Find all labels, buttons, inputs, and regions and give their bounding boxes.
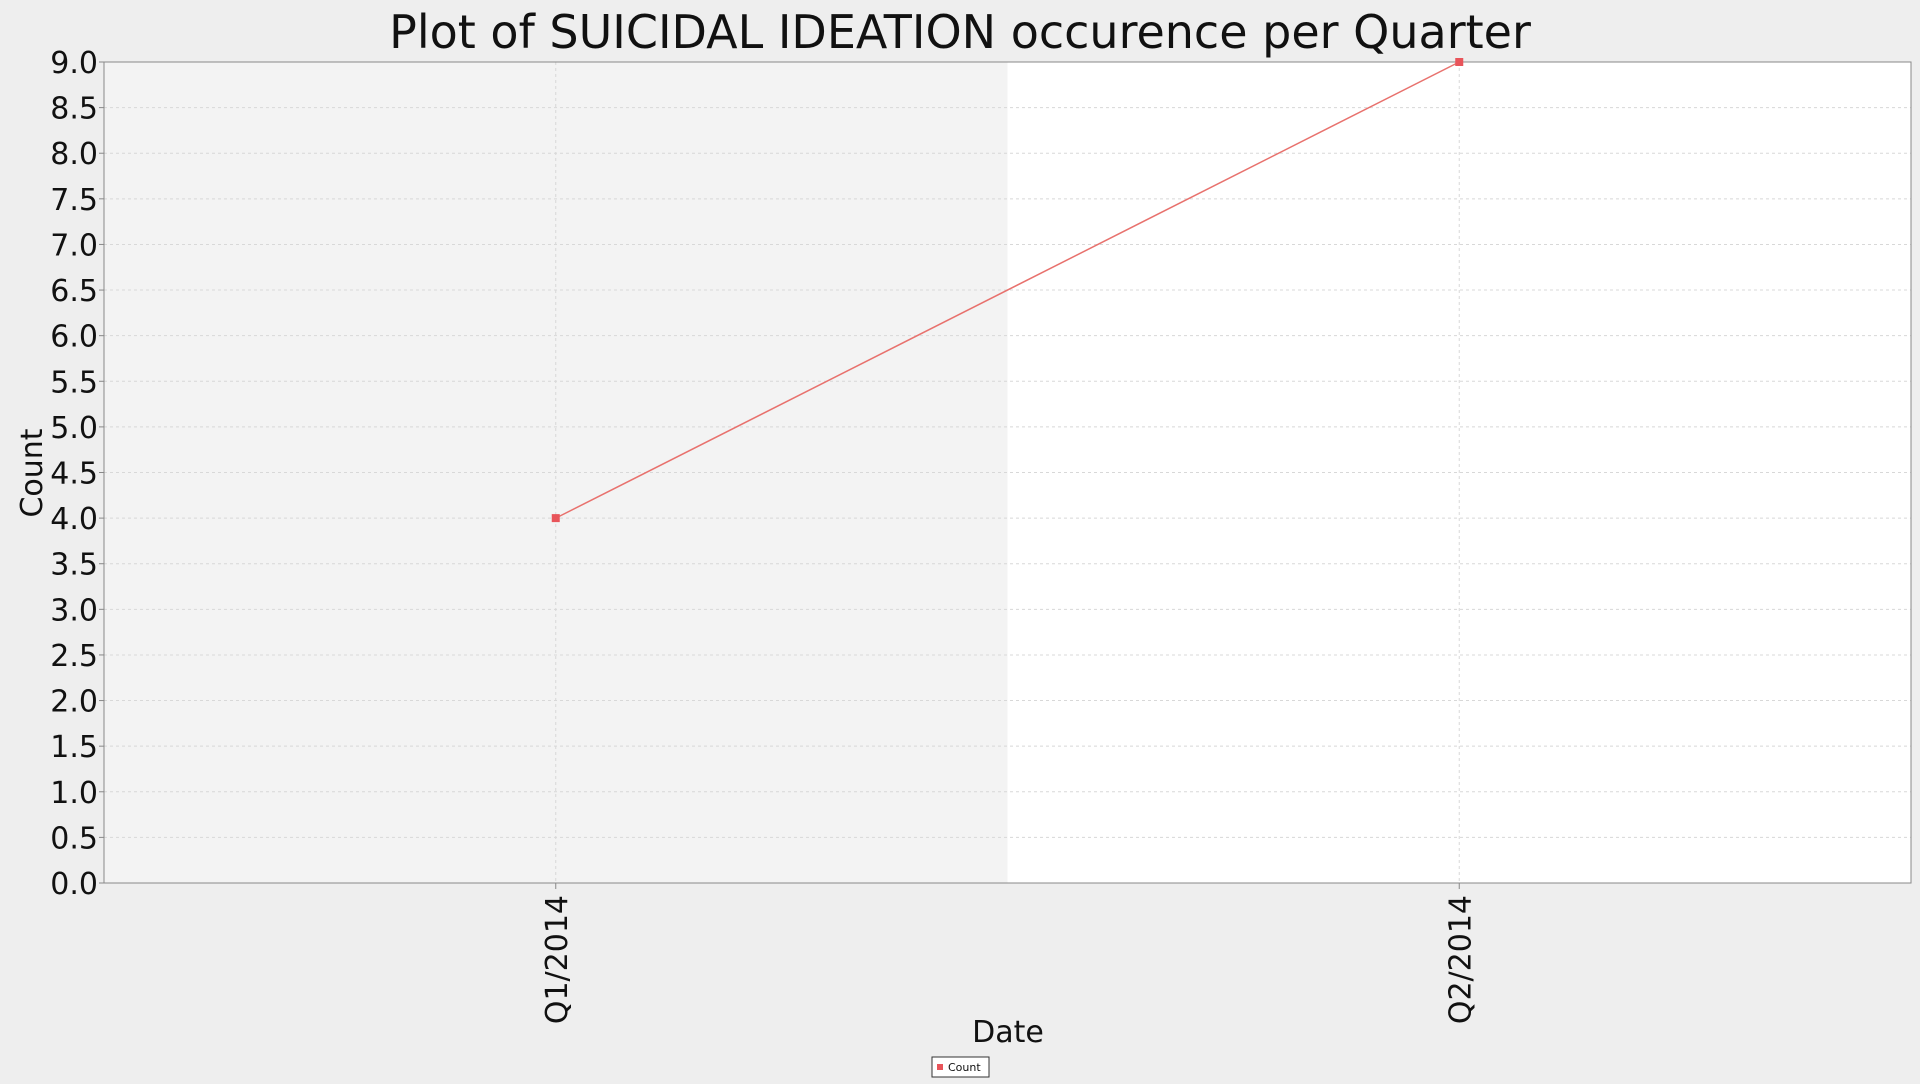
x-tick-label: Q2/2014 [1443, 895, 1478, 1024]
y-tick-label: 3.5 [50, 548, 98, 583]
legend-marker [937, 1064, 943, 1070]
plot-border [103, 61, 1912, 884]
legend: Count [931, 1056, 990, 1078]
y-tick-label: 1.5 [50, 730, 98, 765]
legend-box [931, 1056, 990, 1078]
y-axis-label: Count [15, 428, 50, 517]
y-tick-label: 6.0 [50, 320, 98, 355]
y-tick-label: 9.0 [50, 46, 98, 81]
data-point [1455, 58, 1464, 66]
y-tick-label: 8.0 [50, 137, 98, 172]
legend-label: Count [948, 1061, 981, 1074]
y-tick-label: 5.5 [50, 365, 98, 400]
y-tick-label: 5.0 [50, 411, 98, 446]
y-tick-label: 2.5 [50, 639, 98, 674]
x-tick-label: Q1/2014 [540, 895, 575, 1024]
y-tick-label: 0.0 [50, 867, 98, 902]
y-tick-label: 1.0 [50, 776, 98, 811]
y-tick-label: 4.5 [50, 457, 98, 492]
y-tick-label: 6.5 [50, 274, 98, 309]
x-axis-label: Date [972, 1015, 1044, 1050]
y-tick-label: 7.5 [50, 183, 98, 218]
data-point [551, 514, 560, 523]
y-tick-label: 4.0 [50, 502, 98, 537]
y-tick-label: 3.0 [50, 593, 98, 628]
y-tick-label: 2.0 [50, 685, 98, 720]
y-tick-label: 0.5 [50, 821, 98, 856]
chart-title: Plot of SUICIDAL IDEATION occurence per … [389, 5, 1531, 59]
y-tick-label: 7.0 [50, 228, 98, 263]
y-tick-label: 8.5 [50, 92, 98, 127]
series-line [555, 61, 1460, 519]
